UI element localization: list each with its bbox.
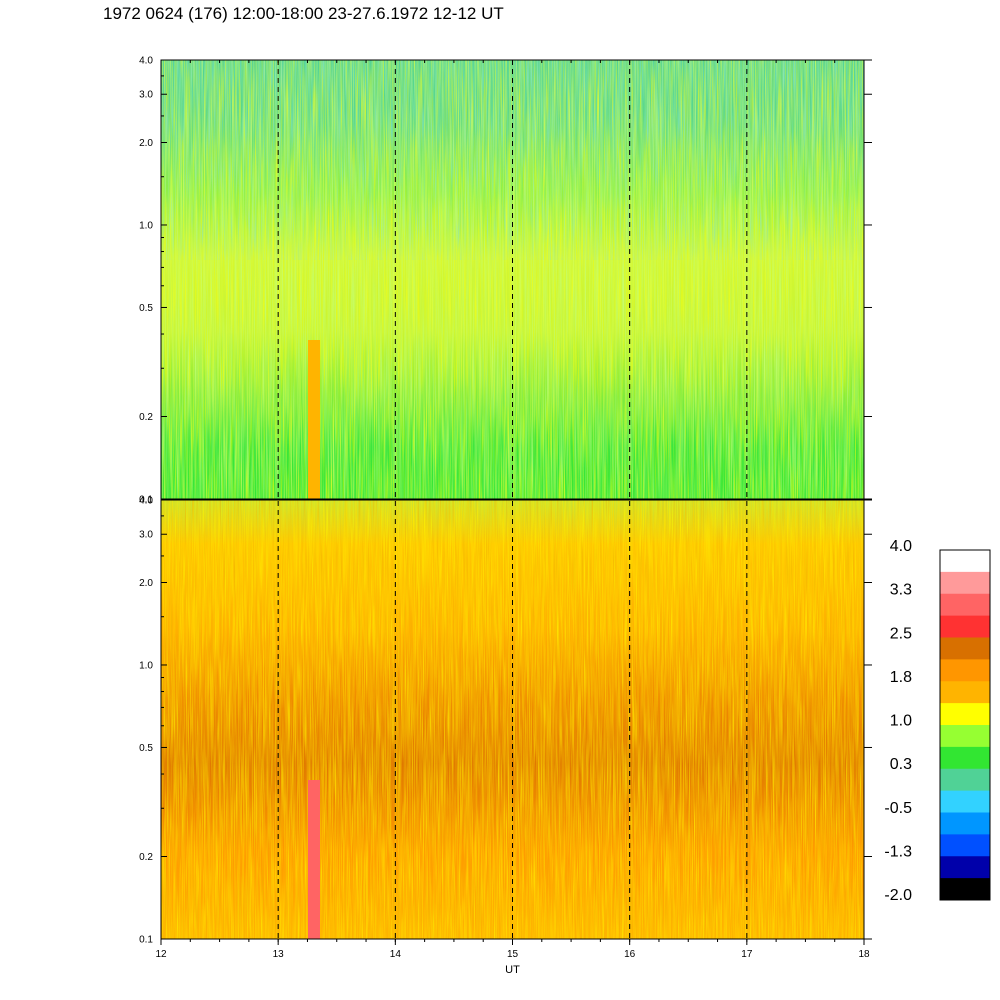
y-tick-label-3.0: 3.0: [139, 90, 153, 101]
colorbar-label: -1.3: [884, 843, 912, 860]
x-tick-label-15: 15: [507, 949, 519, 960]
y-tick-label-0.1: 0.1: [139, 935, 153, 946]
colorbar-segment-11: [940, 790, 990, 813]
colorbar-segment-14: [940, 856, 990, 879]
x-tick-label-18: 18: [858, 949, 870, 960]
y-tick-label-4.0: 4.0: [139, 496, 153, 507]
colorbar-label: 4.0: [890, 538, 912, 555]
colorbar: 4.0 3.3 2.5 1.8 1.0 0.3 -0.5 -1.3 -2.0: [884, 538, 991, 904]
x-tick-label-14: 14: [390, 949, 402, 960]
y-tick-label-2.0: 2.0: [139, 138, 153, 149]
colorbar-segment-12: [940, 812, 990, 835]
upper-panel-orange-burst: [308, 340, 320, 499]
y-tick-label-0.2: 0.2: [139, 852, 153, 863]
y-tick-label-0.5: 0.5: [139, 743, 153, 754]
colorbar-label: -2.0: [884, 887, 912, 904]
colorbar-segment-2: [940, 593, 990, 617]
colorbar-label: 3.3: [890, 582, 912, 599]
colorbar-label: -0.5: [884, 800, 912, 817]
colorbar-segment-10: [940, 768, 990, 792]
colorbar-segment-15: [940, 878, 990, 901]
x-tick-label-16: 16: [624, 949, 636, 960]
y-tick-label-0.5: 0.5: [139, 303, 153, 314]
hour-gridlines: [277, 60, 748, 939]
y-tick-label-0.2: 0.2: [139, 412, 153, 423]
colorbar-segment-6: [940, 681, 990, 704]
colorbar-segment-1: [940, 571, 990, 595]
x-tick-label-13: 13: [273, 949, 285, 960]
colorbar-label: 0.3: [890, 756, 912, 773]
colorbar-frame: [939, 549, 991, 901]
y-tick-label-1.0: 1.0: [139, 220, 153, 231]
y-tick-label-0.1: 0.1: [139, 495, 153, 506]
colorbar-segment-7: [940, 703, 990, 726]
x-axis: 12 13 14 15 16 17 18 UT: [155, 60, 870, 976]
colorbar-segment-8: [940, 725, 990, 748]
colorbar-label: 1.8: [890, 669, 912, 686]
y-tick-label-2.0: 2.0: [139, 578, 153, 589]
colorbar-segment-4: [940, 637, 990, 660]
x-tick-label-17: 17: [741, 949, 753, 960]
colorbar-label: 1.0: [890, 713, 912, 730]
y-tick-label-4.0: 4.0: [139, 56, 153, 67]
colorbar-segment-5: [940, 659, 990, 682]
y-axes: 0.10.20.51.02.03.04.00.10.20.51.02.03.04…: [139, 56, 872, 946]
x-axis-title: UT: [505, 964, 520, 976]
x-tick-label-12: 12: [155, 949, 167, 960]
colorbar-segment-9: [940, 746, 990, 770]
colorbar-segment-0: [940, 550, 990, 573]
y-tick-label-1.0: 1.0: [139, 660, 153, 671]
colorbar-segment-13: [940, 834, 990, 857]
chart-title: 1972 0624 (176) 12:00-18:00 23-27.6.1972…: [103, 4, 504, 23]
colorbar-segment-3: [940, 615, 990, 638]
colorbar-label: 2.5: [890, 625, 912, 642]
y-tick-label-3.0: 3.0: [139, 530, 153, 541]
lower-panel-red-burst: [308, 780, 320, 939]
